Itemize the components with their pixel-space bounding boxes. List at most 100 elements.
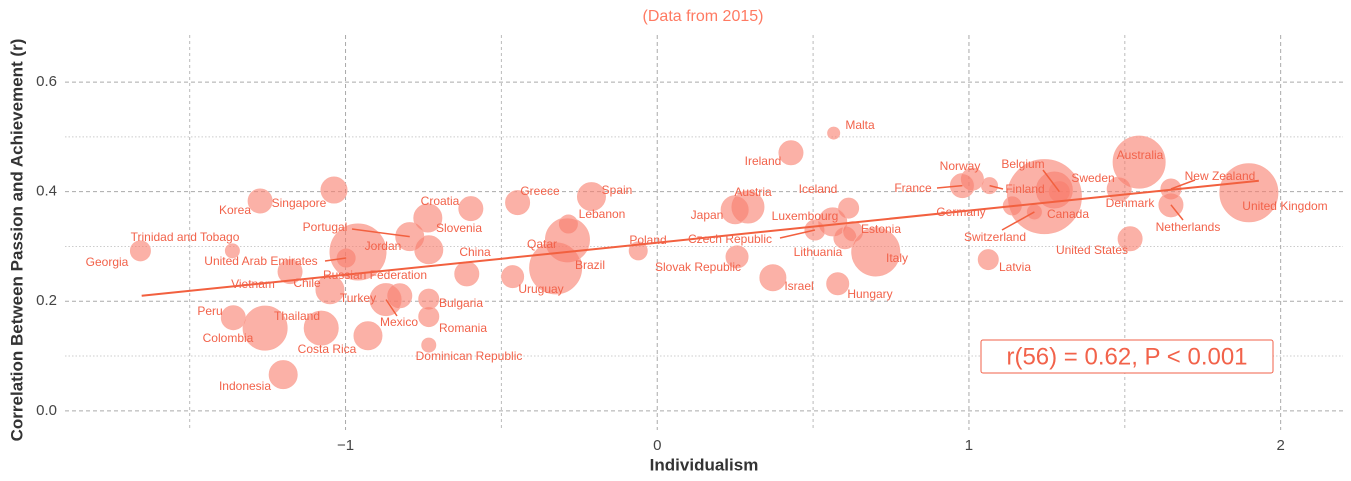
point-label: Canada [1047, 207, 1089, 221]
point-label: Denmark [1106, 196, 1156, 210]
leader-line [1170, 179, 1196, 190]
point-label: Slovenia [436, 221, 482, 235]
bubble [242, 305, 288, 351]
point-label: Switzerland [964, 230, 1026, 244]
bubble [826, 272, 850, 296]
point-label: Latvia [999, 260, 1031, 274]
point-label: Indonesia [219, 379, 271, 393]
y-tick-label: 0.0 [36, 402, 57, 419]
annotation-box [980, 339, 1274, 374]
bubble [454, 261, 480, 287]
leader-line [385, 299, 398, 317]
point-label: Colombia [203, 331, 254, 345]
bubble [977, 249, 999, 271]
point-label: Uruguay [518, 282, 563, 296]
point-label: Netherlands [1156, 220, 1221, 234]
point-label: Lebanon [579, 207, 626, 221]
point-label: Germany [936, 205, 985, 219]
point-label: United Kingdom [1242, 199, 1327, 213]
point-label: Jordan [365, 239, 402, 253]
bubble [129, 240, 151, 262]
trend-line [141, 179, 1259, 297]
point-label: Finland [1005, 182, 1044, 196]
point-label: Costa Rica [298, 342, 357, 356]
annotation: r(56) = 0.62, P < 0.001 [1006, 343, 1247, 370]
point-label: Qatar [527, 237, 557, 251]
point-label: France [894, 181, 932, 195]
point-label: New Zealand [1185, 169, 1256, 183]
point-label: Italy [886, 251, 908, 265]
point-label: Slovak Republic [655, 260, 741, 274]
point-label: Czech Republic [688, 232, 772, 246]
point-label: Hungary [847, 287, 892, 301]
y-tick-label: 0.2 [36, 292, 57, 309]
x-tick-label: 0 [653, 437, 661, 454]
x-tick-label: 1 [965, 437, 973, 454]
leader-line [351, 228, 410, 238]
point-label: Poland [629, 233, 666, 247]
point-label: Sweden [1071, 171, 1114, 185]
y-tick-label: 0.4 [36, 183, 57, 200]
bubble [720, 195, 750, 225]
point-label: Dominican Republic [416, 349, 523, 363]
bubble [418, 288, 440, 310]
bubble [1006, 159, 1082, 235]
point-label: Russian Federation [323, 268, 427, 282]
point-label: Trinidad and Tobago [131, 230, 240, 244]
bubble [576, 182, 606, 212]
point-label: Austria [734, 185, 772, 199]
point-label: Thailand [274, 309, 320, 323]
point-label: Mexico [380, 315, 418, 329]
point-label: Singapore [272, 196, 327, 210]
point-label: Japan [691, 208, 724, 222]
point-label: Spain [602, 183, 633, 197]
bubble [329, 223, 387, 281]
bubble [413, 203, 443, 233]
bubble [1117, 226, 1143, 252]
point-label: Australia [1117, 148, 1164, 162]
bubble [628, 241, 648, 261]
leader-line [989, 184, 1004, 190]
point-label: Romania [439, 321, 487, 335]
point-label: Portugal [303, 220, 348, 234]
point-label: Peru [197, 304, 222, 318]
bubble [220, 305, 246, 331]
point-label: Lithuania [794, 245, 843, 259]
bubble [501, 265, 525, 289]
point-label: Malta [845, 118, 875, 132]
bubble [759, 264, 787, 292]
bubble [303, 310, 339, 346]
bubble [320, 176, 348, 204]
point-label: United States [1056, 243, 1128, 257]
leader-line [936, 184, 963, 189]
bubble [224, 243, 240, 259]
bubble [1112, 135, 1166, 189]
point-label: Luxembourg [772, 209, 839, 223]
point-label: Estonia [861, 222, 901, 236]
leader-line [324, 257, 347, 262]
x-tick-label: −1 [337, 437, 354, 454]
point-label: United Arab Emirates [204, 254, 317, 268]
y-tick-label: 0.6 [36, 73, 57, 90]
bubble [851, 227, 901, 277]
point-label: China [459, 245, 491, 259]
bubble [353, 321, 383, 351]
point-label: Israel [784, 279, 813, 293]
bubble [418, 306, 440, 328]
bubble [421, 337, 437, 353]
point-label: Ireland [745, 154, 782, 168]
point-label: Belgium [1001, 157, 1044, 171]
y-axis-label: Correlation Between Passion and Achievem… [7, 39, 26, 442]
bubble [277, 259, 303, 285]
bubble [268, 360, 298, 390]
point-label: Norway [940, 159, 981, 173]
x-axis-label: Individualism [650, 455, 759, 474]
bubble [414, 235, 444, 265]
bubble [725, 245, 749, 269]
bubble [505, 190, 531, 216]
leader-line [779, 229, 816, 239]
chart-title: (Data from 2015) [643, 8, 764, 25]
bubble [778, 140, 804, 166]
point-label: Croatia [421, 194, 460, 208]
